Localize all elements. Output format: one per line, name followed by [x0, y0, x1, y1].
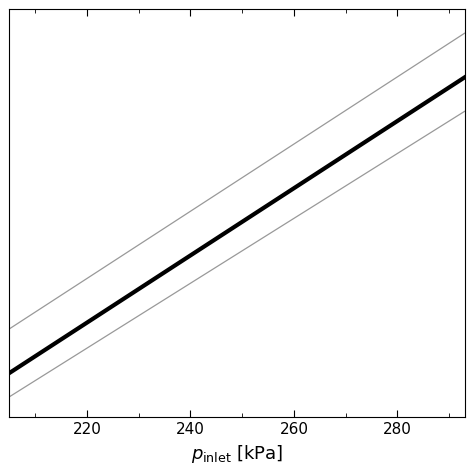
X-axis label: $p_\mathrm{inlet}\ \mathrm{[kPa]}$: $p_\mathrm{inlet}\ \mathrm{[kPa]}$ [191, 443, 283, 465]
